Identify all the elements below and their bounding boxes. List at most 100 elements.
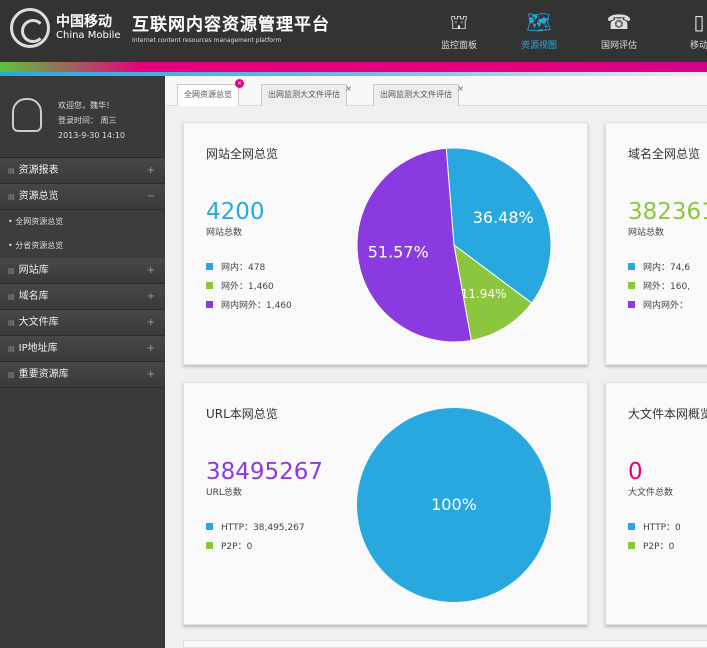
pie-slice [357, 408, 551, 602]
tab-national-overview[interactable]: 全网资源总览 × [177, 79, 244, 106]
user-panel: 欢迎您，魏华！ 登录时间： 周三 2013-9-30 14:10 [0, 76, 165, 158]
legend: 网内：478 网外：1,460 网内网外：1,460 [206, 259, 292, 316]
close-icon[interactable]: × [345, 84, 352, 93]
menu-resource-report[interactable]: ▤ 资源报表 + [0, 158, 165, 184]
legend-item: 网外：1,460 [221, 282, 274, 292]
card-large-file-overview: 大文件本网概览 0 大文件总数 HTTP：0 P2P：0 [605, 382, 707, 625]
submenu-label: 分省资源总览 [15, 241, 64, 250]
pie-chart-url: 100% [357, 408, 551, 602]
color-stripe [0, 62, 707, 72]
menu-icon: ▤ [8, 319, 15, 327]
login-label: 登录时间： 周三 [58, 116, 117, 125]
nav-resource-view[interactable]: 🗺 资源视图 [508, 6, 570, 51]
pie-label: 11.94% [461, 287, 507, 301]
menu-label: 大文件库 [18, 317, 59, 328]
menu-ip-db[interactable]: ▤ IP地址库 + [0, 336, 165, 362]
legend-item: HTTP：0 [643, 523, 681, 533]
legend-item: 网外：160, [643, 282, 691, 292]
legend: HTTP：0 P2P：0 [628, 519, 681, 557]
card-next-row [183, 640, 707, 648]
card-website-overview: 网站全网总览 4200 网站总数 网内：478 网外：1,460 网内网外：1,… [183, 122, 588, 365]
close-icon[interactable]: × [457, 84, 464, 93]
menu-key-resource-db[interactable]: ▤ 重要资源库 + [0, 362, 165, 388]
legend-swatch [628, 282, 635, 289]
plus-icon: + [146, 317, 155, 328]
tab-label: 出网监测大文件评估 [268, 90, 340, 99]
card-title: 大文件本网概览 [628, 407, 707, 421]
tab-large-file-1[interactable]: 出网监测大文件评估 × [261, 84, 352, 106]
menu-label: IP地址库 [18, 343, 58, 354]
pie-slice [453, 243, 533, 342]
legend: 网内：74,6 网外：160, 网内网外： [628, 259, 690, 316]
menu-icon: ▤ [8, 167, 15, 175]
menu-label: 资源总览 [18, 191, 59, 202]
legend-swatch [628, 523, 635, 530]
tab-label: 出网监测大文件评估 [380, 90, 452, 99]
legend-swatch [206, 263, 213, 270]
pie-label: 51.57% [368, 242, 429, 261]
nav-label: 资源视图 [520, 41, 557, 51]
pie-slice [356, 147, 472, 343]
color-stripe-blue [0, 72, 707, 76]
menu-label: 网站库 [18, 265, 49, 276]
legend-item: P2P：0 [221, 542, 253, 552]
nav-monitor[interactable]: ⛫ 监控面板 [428, 6, 490, 51]
close-icon[interactable]: × [235, 79, 244, 88]
total-label: 网站总数 [628, 228, 665, 238]
legend-swatch [206, 301, 213, 308]
legend-item: P2P：0 [643, 542, 675, 552]
menu-label: 重要资源库 [18, 369, 69, 380]
total-value: 0 [628, 459, 643, 485]
legend-swatch [206, 282, 213, 289]
nav-assessment[interactable]: ☎ 国网评估 [588, 6, 650, 51]
legend-swatch [628, 301, 635, 308]
pie-label: 36.48% [473, 208, 534, 227]
legend-item: HTTP：38,495,267 [221, 523, 305, 533]
menu-label: 资源报表 [18, 165, 59, 176]
menu-label: 域名库 [18, 291, 49, 302]
welcome-text: 欢迎您，魏华！ [58, 101, 114, 110]
total-label: 网站总数 [206, 228, 243, 238]
legend: HTTP：38,495,267 P2P：0 [206, 519, 305, 557]
plus-icon: + [146, 291, 155, 302]
legend-item: 网内网外：1,460 [221, 301, 292, 311]
menu-icon: ▤ [8, 267, 15, 275]
legend-item: 网内网外： [643, 301, 689, 311]
mobile-icon: ▯ [693, 10, 705, 34]
plus-icon: + [146, 265, 155, 276]
pie-label: 100% [431, 495, 477, 514]
menu-icon: ▤ [8, 193, 15, 201]
legend-swatch [206, 542, 213, 549]
menu-resource-overview[interactable]: ▤ 资源总览 − [0, 184, 165, 210]
pie-chart-website: 36.48% 11.94% 51.57% [356, 147, 552, 343]
menu-large-file-db[interactable]: ▤ 大文件库 + [0, 310, 165, 336]
submenu-label: 全网资源总览 [15, 217, 64, 226]
monitor-icon: ⛫ [449, 10, 469, 34]
tab-bar: 全网资源总览 × 出网监测大文件评估 × 出网监测大文件评估 × [165, 76, 707, 106]
tab-large-file-2[interactable]: 出网监测大文件评估 × [373, 84, 464, 106]
card-title: 域名全网总览 [628, 147, 701, 161]
legend-swatch [206, 523, 213, 530]
nav-mobile[interactable]: ▯ 移动 [668, 6, 707, 51]
avatar-icon [12, 98, 42, 132]
menu-website-db[interactable]: ▤ 网站库 + [0, 258, 165, 284]
logo-icon [10, 8, 50, 48]
minus-icon: − [146, 191, 155, 202]
submenu-national-overview[interactable]: • 全网资源总览 [0, 210, 165, 234]
nav-label: 国网评估 [600, 41, 637, 51]
total-label: 大文件总数 [628, 488, 674, 498]
submenu-province-overview[interactable]: • 分省资源总览 [0, 234, 165, 258]
map-icon: 🗺 [526, 10, 552, 34]
logo-en: China Mobile [56, 30, 121, 41]
plus-icon: + [146, 369, 155, 380]
plus-icon: + [146, 343, 155, 354]
title-cn: 互联网内容资源管理平台 [132, 15, 330, 35]
login-time: 2013-9-30 14:10 [58, 131, 125, 140]
card-title: 网站全网总览 [206, 147, 279, 161]
plus-icon: + [146, 165, 155, 176]
total-value: 38495267 [206, 459, 324, 485]
main-content: 网站全网总览 4200 网站总数 网内：478 网外：1,460 网内网外：1,… [165, 106, 707, 648]
title-en: Internet content resources management pl… [132, 37, 282, 44]
menu-domain-db[interactable]: ▤ 域名库 + [0, 284, 165, 310]
menu-icon: ▤ [8, 293, 15, 301]
